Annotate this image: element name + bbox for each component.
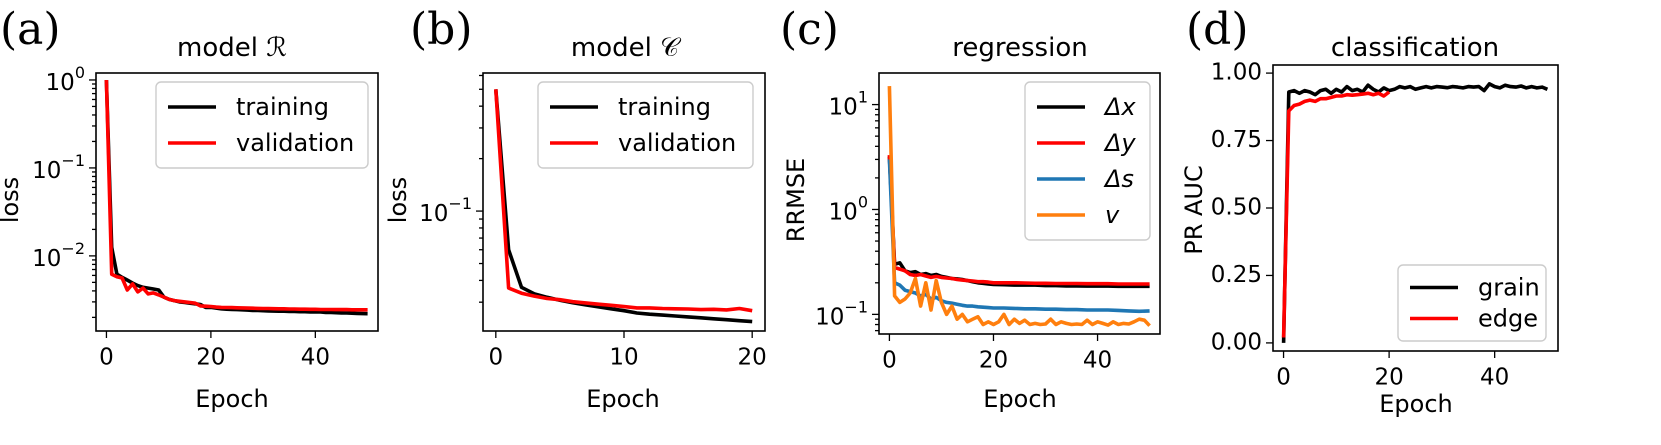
plot-frame — [95, 72, 379, 332]
y-axis-label: RRMSE — [782, 158, 810, 242]
legend: training validation — [537, 81, 754, 169]
tick-label: 0 — [488, 345, 503, 371]
x-axis-label: Epoch — [195, 385, 269, 413]
tick-label: 10 — [609, 345, 638, 371]
legend-box — [1397, 264, 1547, 342]
legend-label: validation — [618, 129, 736, 157]
series-line-0 — [104, 79, 368, 316]
legend-box — [155, 81, 369, 169]
tick-label: 10−1 — [419, 194, 472, 227]
chart-title: model 𝒞 — [571, 33, 682, 63]
legend-label: grain — [1478, 274, 1540, 302]
tick-label: 0.50 — [1211, 195, 1262, 221]
series-line-1 — [494, 89, 753, 313]
y-axis-label: loss — [384, 177, 412, 223]
x-axis-label: Epoch — [1379, 390, 1453, 418]
series-group — [887, 86, 1151, 327]
legend-label: training — [618, 93, 711, 121]
series-line-0 — [1281, 82, 1549, 343]
legend-label: training — [236, 93, 329, 121]
chart-title: regression — [952, 33, 1087, 63]
legend-label: validation — [236, 129, 354, 157]
chart-title: classification — [1331, 33, 1499, 63]
tick-label: 0.25 — [1211, 262, 1262, 288]
tick-label: 100 — [46, 62, 85, 95]
series-group — [1281, 82, 1549, 343]
tick-label: 20 — [196, 345, 225, 371]
plot-frame — [482, 72, 766, 332]
legend: Δx Δy Δs v — [1024, 81, 1151, 241]
tick-label: 0.00 — [1211, 329, 1262, 355]
tick-label: 20 — [738, 345, 767, 371]
series-line-1 — [104, 79, 368, 312]
plot-frame — [1272, 64, 1559, 352]
series-line-1 — [887, 155, 1150, 286]
chart-title: model ℛ — [177, 33, 287, 63]
legend-label: v — [1105, 201, 1120, 229]
x-axis-label: Epoch — [983, 385, 1057, 413]
panel-label: (b) — [410, 4, 473, 55]
tick-label: 20 — [1374, 365, 1403, 391]
legend-label: Δx — [1103, 93, 1136, 121]
tick-label: 40 — [1083, 348, 1112, 374]
legend: training validation — [155, 81, 369, 169]
tick-label: 1.00 — [1211, 60, 1262, 86]
tick-label: 40 — [1480, 365, 1509, 391]
x-axis-label: Epoch — [586, 385, 660, 413]
tick-label: 10−1 — [815, 297, 868, 330]
series-group — [104, 79, 368, 316]
legend-box — [1024, 81, 1151, 241]
panel-b: (b) model 𝒞 10−1 0 10 20 Epoch loss training vali… — [384, 4, 767, 413]
panel-a: (a) model ℛ 100 10−1 10−2 0 20 40 Epoch loss train… — [0, 4, 379, 413]
tick-label: 0 — [882, 348, 897, 374]
tick-label: 0 — [99, 345, 114, 371]
tick-label: 0 — [1276, 365, 1291, 391]
panel-d: (d) classification 0.00 0.25 0.50 0.75 1.00 0 20… — [1180, 4, 1559, 418]
series-group — [494, 89, 753, 324]
panel-label: (d) — [1186, 4, 1249, 55]
legend: grain edge — [1397, 264, 1547, 342]
tick-label: 101 — [829, 87, 868, 120]
tick-label: 10−2 — [32, 238, 85, 271]
plot-frame — [878, 72, 1161, 335]
panel-label: (c) — [780, 4, 839, 55]
panel-c: (c) regression 101 100 10−1 0 20 40 Epoch RRMSE Δx… — [780, 4, 1161, 413]
tick-label: 10−1 — [32, 150, 85, 183]
legend-label: edge — [1478, 305, 1538, 333]
tick-label: 0.75 — [1211, 127, 1262, 153]
y-axis-label: loss — [0, 177, 24, 223]
panel-label: (a) — [0, 4, 61, 55]
series-line-1 — [1281, 90, 1391, 338]
tick-label: 40 — [301, 345, 330, 371]
legend-label: Δs — [1103, 165, 1134, 193]
legend-label: Δy — [1103, 129, 1136, 157]
tick-label: 100 — [829, 192, 868, 225]
tick-label: 20 — [979, 348, 1008, 374]
legend-box — [537, 81, 754, 169]
series-line-3 — [887, 86, 1151, 327]
series-line-0 — [494, 89, 753, 324]
y-axis-label: PR AUC — [1180, 165, 1208, 255]
